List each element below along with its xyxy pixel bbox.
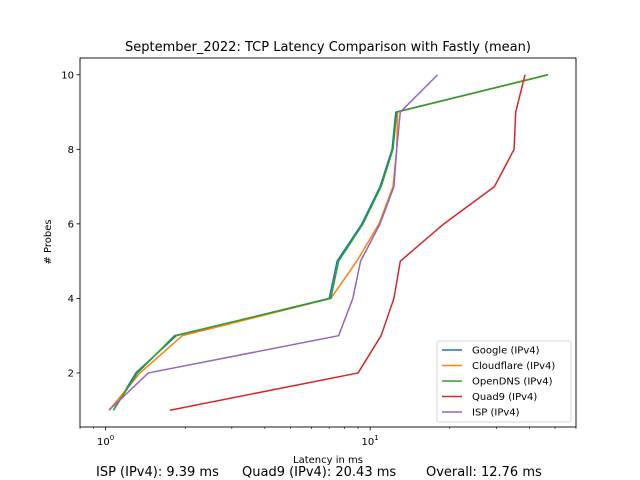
plot-area (108, 74, 549, 411)
y-axis-label: # Probes (43, 219, 54, 264)
chart-figure: September_2022: TCP Latency Comparison w… (43, 40, 577, 465)
legend: Google (IPv4) Cloudflare (IPv4) OpenDNS (I… (436, 340, 572, 423)
isp-mean-text: ISP (IPv4): 9.39 ms (96, 465, 219, 480)
x-tick-label: 100 (97, 434, 114, 448)
chart-title: September_2022: TCP Latency Comparison w… (125, 40, 531, 55)
series-line-3 (169, 74, 526, 411)
summary-footer: ISP (IPv4): 9.39 ms Quad9 (IPv4): 20.43 … (0, 465, 640, 480)
x-tick-label: 101 (362, 434, 379, 448)
y-tick-label: 8 (68, 145, 74, 156)
y-tick-label: 10 (61, 70, 74, 81)
legend-label: Google (IPv4) (472, 346, 540, 357)
series-line-2 (112, 74, 549, 411)
legend-label: OpenDNS (IPv4) (472, 377, 553, 388)
legend-label: Cloudflare (IPv4) (472, 361, 555, 372)
series-line-1 (108, 74, 549, 411)
legend-box (436, 340, 572, 423)
overall-mean-text: Overall: 12.76 ms (426, 465, 542, 480)
y-tick-label: 4 (68, 294, 74, 305)
y-tick-label: 6 (68, 219, 74, 230)
legend-label: ISP (IPv4) (472, 408, 520, 419)
x-axis-label: Latency in ms (293, 455, 363, 465)
quad9-mean-text: Quad9 (IPv4): 20.43 ms (242, 465, 397, 480)
series-line-4 (108, 74, 439, 411)
y-tick-label: 2 (68, 368, 74, 379)
legend-label: Quad9 (IPv4) (472, 392, 537, 403)
axes-frame (79, 57, 577, 428)
